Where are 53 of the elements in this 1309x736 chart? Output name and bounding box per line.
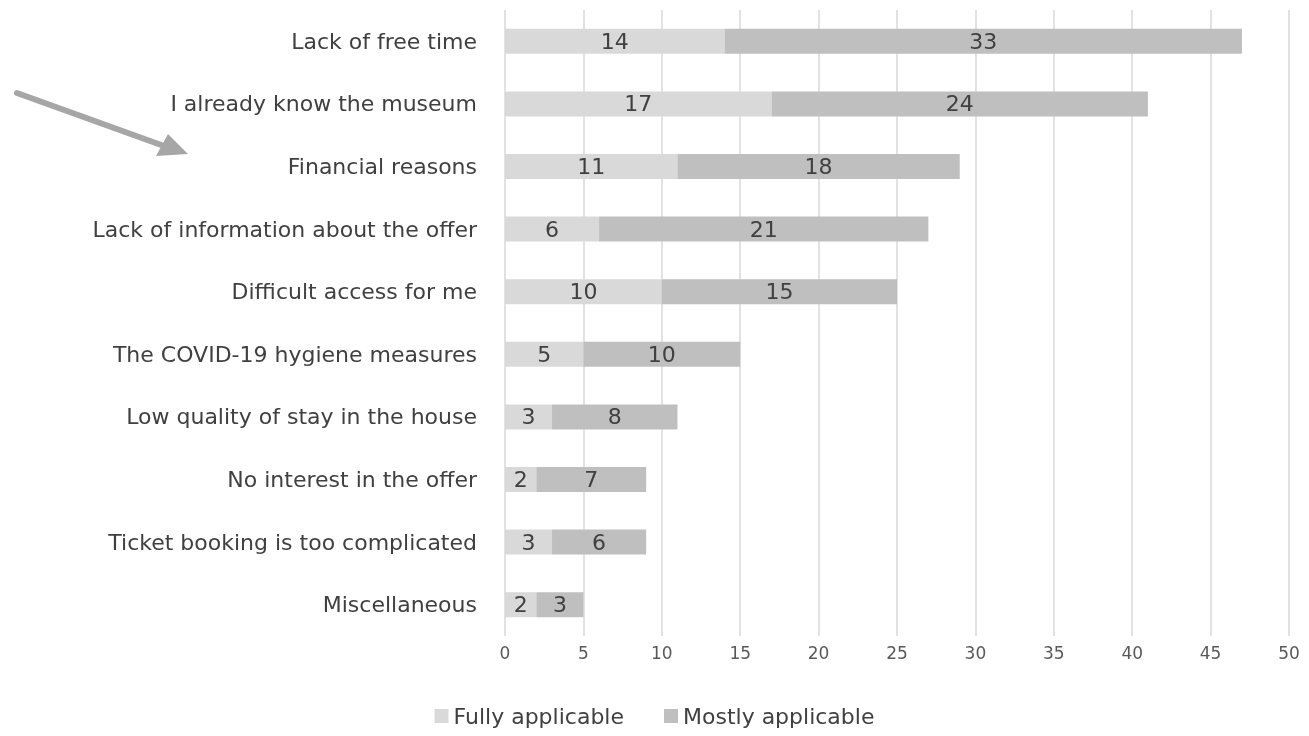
x-tick-label: 20: [807, 642, 830, 663]
data-label: 15: [765, 279, 794, 305]
y-tick-label: Financial reasons: [287, 154, 477, 179]
bar: [552, 529, 647, 555]
x-tick-label: 40: [1121, 642, 1144, 663]
x-tick-label: 35: [1042, 642, 1065, 663]
bar: [536, 592, 584, 618]
data-label: 33: [969, 28, 998, 54]
bar: [771, 91, 1148, 117]
y-tick-label: The COVID-19 hygiene measures: [111, 341, 477, 367]
y-tick-label: Ticket booking is too complicated: [107, 529, 477, 555]
bar: [552, 404, 678, 430]
y-tick-label: Low quality of stay in the house: [126, 404, 477, 430]
y-tick-label: No interest in the offer: [227, 467, 478, 492]
data-label: 3: [552, 592, 567, 618]
data-label: 10: [569, 279, 598, 305]
data-label: 2: [513, 467, 528, 492]
data-label: 3: [521, 529, 536, 555]
data-label: 10: [647, 341, 676, 367]
y-tick-label: Lack of information about the offer: [92, 216, 478, 242]
x-tick-label: 0: [499, 642, 511, 663]
x-tick-label: 10: [650, 642, 673, 663]
data-label: 5: [537, 341, 552, 367]
bar: [536, 466, 647, 493]
data-label: 17: [624, 91, 653, 117]
data-label: 6: [592, 529, 607, 555]
y-tick-label: I already know the museum: [170, 91, 477, 117]
data-label: 2: [513, 592, 528, 618]
data-label: 14: [600, 28, 629, 54]
x-tick-label: 15: [729, 642, 752, 663]
data-label: 8: [607, 404, 622, 430]
data-label: 24: [945, 91, 974, 117]
data-label: 6: [545, 216, 560, 242]
data-label: 11: [577, 154, 606, 179]
bar: [583, 341, 741, 367]
data-label: 21: [749, 216, 778, 242]
x-tick-label: 30: [964, 642, 987, 663]
x-tick-label: 50: [1278, 642, 1300, 663]
y-tick-label: Difficult access for me: [231, 279, 477, 305]
bar: [599, 216, 929, 242]
y-tick-label: Miscellaneous: [322, 592, 477, 618]
legend-label: Fully applicable: [453, 703, 624, 729]
data-label: 3: [521, 404, 536, 430]
legend-label: Mostly applicable: [682, 703, 875, 729]
x-tick-label: 25: [886, 642, 908, 663]
x-tick-label: 45: [1199, 642, 1222, 663]
x-tick-label: 5: [577, 642, 589, 663]
bar: [677, 153, 960, 180]
data-label: 18: [804, 154, 833, 179]
bar: [661, 279, 897, 305]
y-tick-label: Lack of free time: [291, 28, 477, 54]
bar: [724, 28, 1242, 54]
data-label: 7: [584, 467, 599, 492]
